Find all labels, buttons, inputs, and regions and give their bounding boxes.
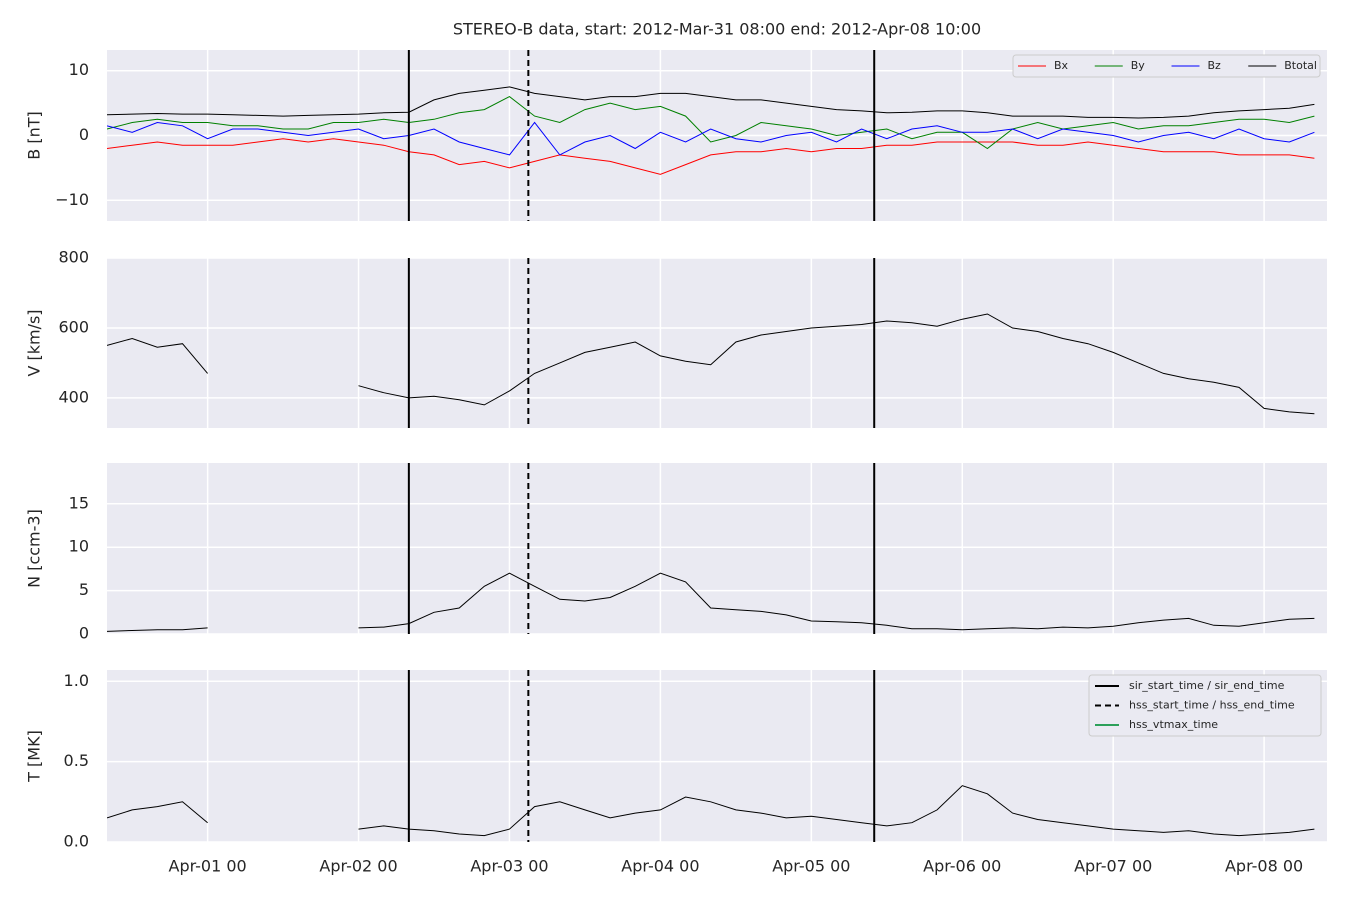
y-axis-label: B [nT] bbox=[25, 111, 44, 159]
x-tick-label: Apr-05 00 bbox=[772, 857, 850, 876]
chart-title: STEREO-B data, start: 2012-Mar-31 08:00 … bbox=[453, 20, 981, 39]
series-line bbox=[107, 785, 1315, 837]
y-tick-label: 0.0 bbox=[64, 832, 89, 851]
x-tick-label: Apr-06 00 bbox=[923, 857, 1001, 876]
x-tick-label: Apr-03 00 bbox=[470, 857, 548, 876]
legend-box bbox=[1012, 54, 1321, 78]
plot-area bbox=[107, 258, 1327, 428]
legend-label: hss_start_time / hss_end_time bbox=[1129, 699, 1295, 712]
series-line bbox=[107, 138, 1315, 175]
plot-area bbox=[107, 463, 1327, 634]
x-tick-label: Apr-02 00 bbox=[319, 857, 397, 876]
y-tick-label: 600 bbox=[58, 317, 89, 336]
y-tick-label: 10 bbox=[69, 537, 89, 556]
y-axis-label: T [MK] bbox=[25, 730, 44, 783]
y-tick-label: 5 bbox=[79, 580, 89, 599]
y-tick-label: 15 bbox=[69, 493, 89, 512]
y-axis-label: V [km/s] bbox=[25, 309, 44, 376]
legend-label: sir_start_time / sir_end_time bbox=[1129, 679, 1285, 692]
x-tick-label: Apr-04 00 bbox=[621, 857, 699, 876]
legend-label: By bbox=[1131, 59, 1146, 72]
y-tick-label: 400 bbox=[58, 387, 89, 406]
y-tick-label: 10 bbox=[69, 60, 89, 79]
legend-label: Bx bbox=[1054, 59, 1069, 72]
y-tick-label: 800 bbox=[58, 248, 89, 267]
panel bbox=[107, 463, 1327, 635]
series-line bbox=[107, 572, 1315, 632]
y-tick-label: 0 bbox=[79, 125, 89, 144]
y-axis-label: N [ccm-3] bbox=[25, 509, 44, 588]
legend-box bbox=[1088, 674, 1322, 737]
series-line bbox=[107, 313, 1315, 415]
legend-label: Btotal bbox=[1284, 59, 1317, 72]
legend-label: hss_vtmax_time bbox=[1129, 718, 1218, 731]
panel bbox=[107, 257, 1327, 428]
series-line bbox=[107, 121, 1315, 156]
y-tick-label: −10 bbox=[55, 190, 89, 209]
series-line bbox=[107, 86, 1315, 119]
y-tick-label: 0 bbox=[79, 624, 89, 643]
x-tick-label: Apr-07 00 bbox=[1074, 857, 1152, 876]
y-tick-label: 0.5 bbox=[64, 751, 89, 770]
x-tick-label: Apr-01 00 bbox=[169, 857, 247, 876]
x-tick-label: Apr-08 00 bbox=[1225, 857, 1303, 876]
legend-label: Bz bbox=[1208, 59, 1222, 72]
y-tick-label: 1.0 bbox=[64, 671, 89, 690]
series-line bbox=[107, 96, 1315, 150]
